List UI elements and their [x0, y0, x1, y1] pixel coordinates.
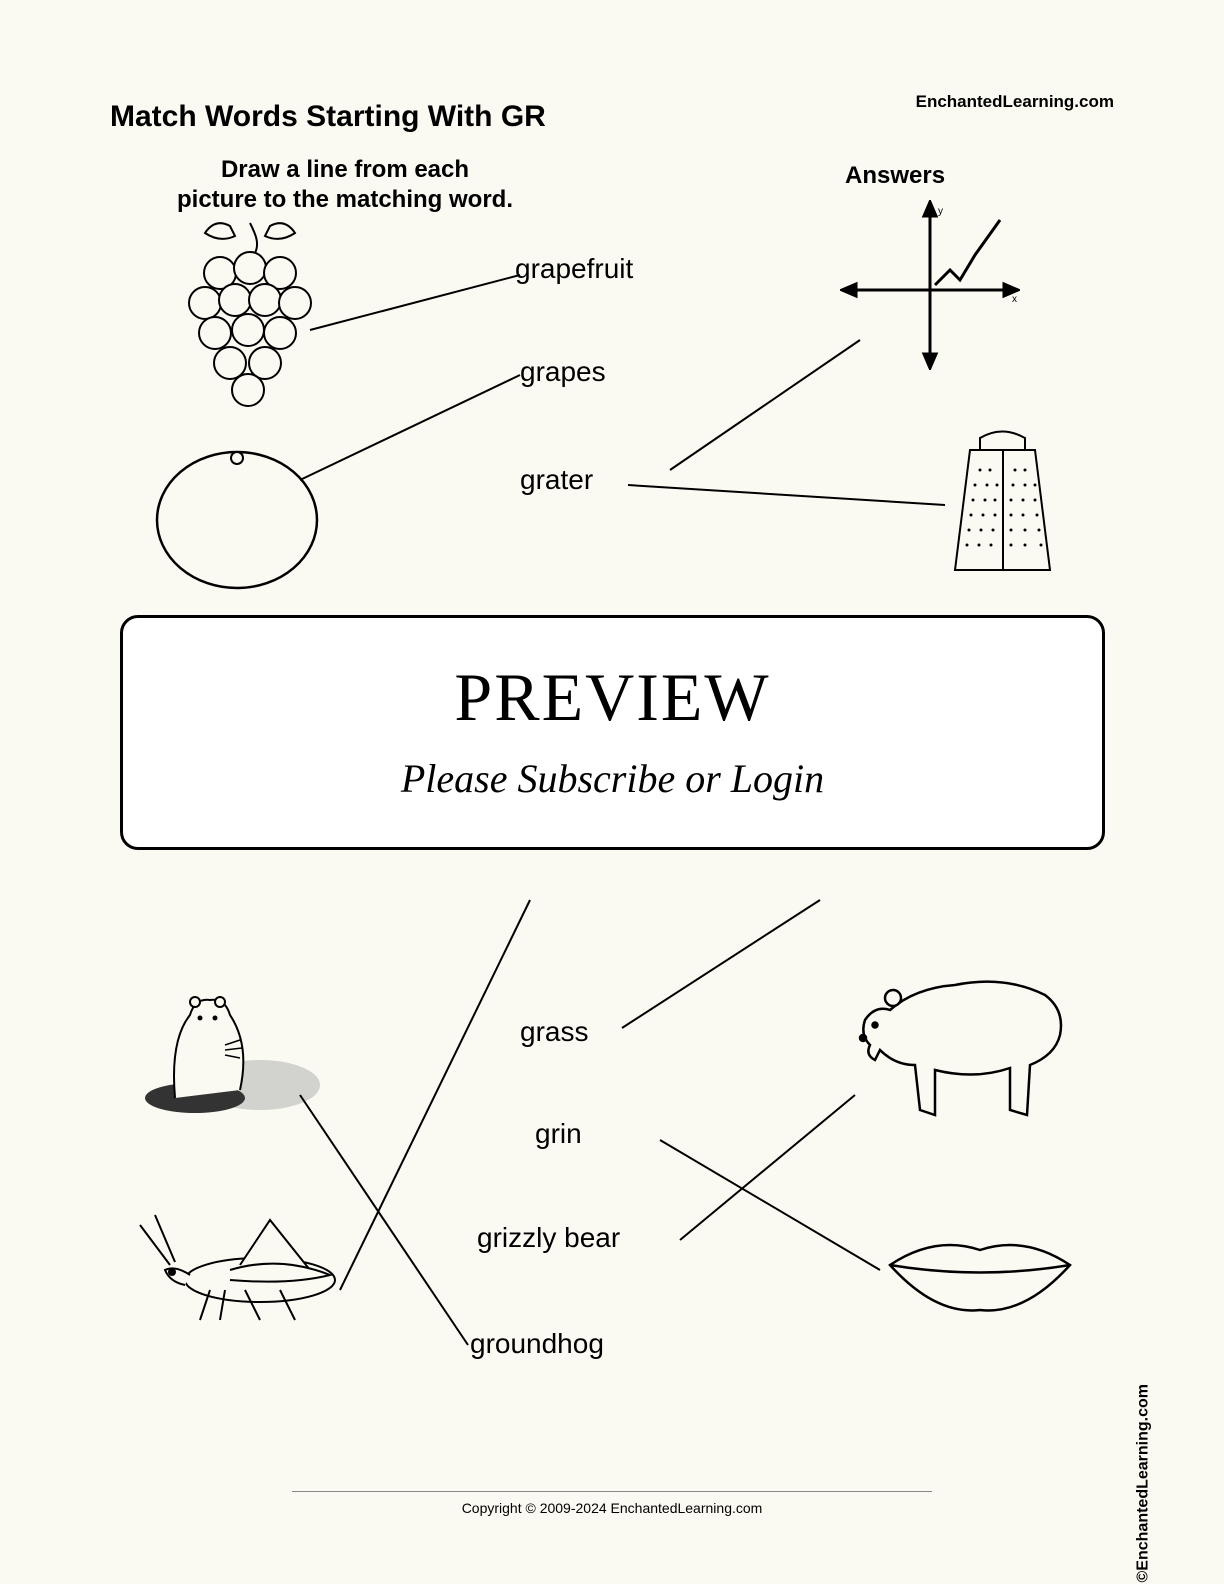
instructions-line2: picture to the matching word.: [177, 186, 513, 213]
word-grapefruit: grapefruit: [515, 253, 633, 285]
copyright: Copyright © 2009-2024 EnchantedLearning.…: [0, 1491, 1224, 1516]
word-grizzly: grizzly bear: [477, 1222, 620, 1254]
instructions-line1: Draw a line from each: [221, 156, 469, 183]
graph-icon: y x: [840, 200, 1020, 370]
site-label: EnchantedLearning.com: [916, 92, 1114, 112]
grater-icon: [945, 420, 1060, 575]
preview-overlay: PREVIEW Please Subscribe or Login: [120, 615, 1105, 850]
grasshopper-icon: [130, 1190, 350, 1340]
word-grin: grin: [535, 1118, 582, 1150]
grapefruit-icon: [150, 440, 325, 590]
preview-subtitle: Please Subscribe or Login: [123, 755, 1102, 802]
groundhog-icon: [140, 970, 330, 1120]
grapes-icon: [160, 218, 345, 413]
word-groundhog: groundhog: [470, 1328, 604, 1360]
answers-label: Answers: [845, 162, 945, 190]
lips-icon: [880, 1230, 1080, 1320]
worksheet-page: Match Words Starting With GR EnchantedLe…: [0, 0, 1224, 1584]
instructions: Draw a line from each picture to the mat…: [155, 155, 535, 215]
svg-text:x: x: [1012, 294, 1017, 305]
word-grapes: grapes: [520, 356, 606, 388]
page-title: Match Words Starting With GR: [110, 100, 546, 134]
side-credit: ©EnchantedLearning.com: [1134, 1384, 1152, 1582]
preview-title: PREVIEW: [123, 658, 1102, 737]
svg-text:y: y: [938, 206, 943, 217]
bear-icon: [845, 950, 1085, 1135]
word-grater: grater: [520, 464, 593, 496]
word-grass: grass: [520, 1016, 588, 1048]
